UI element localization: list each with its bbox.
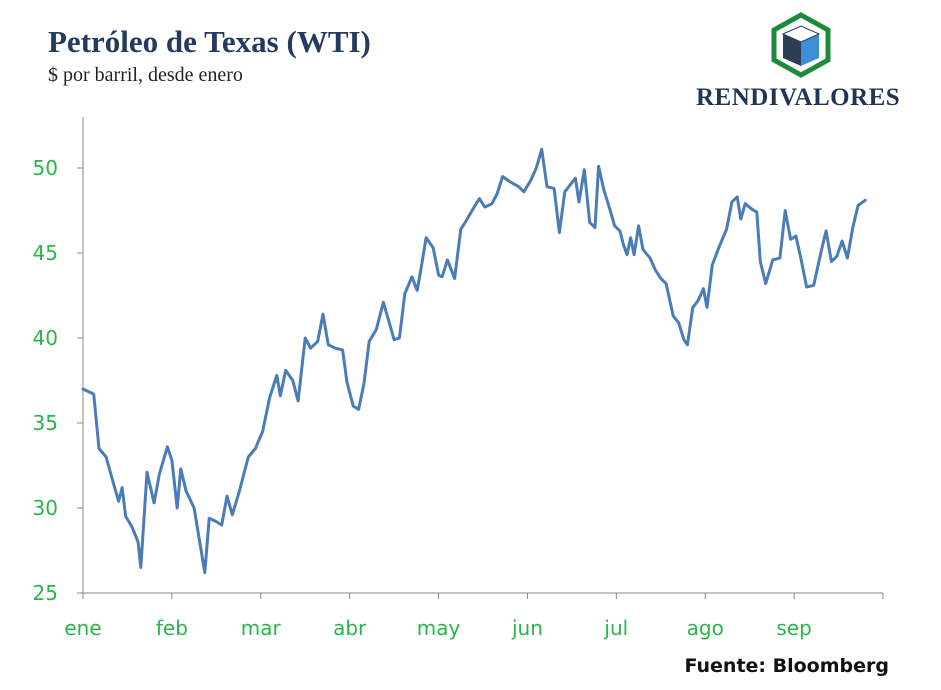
- x-tick-label: abr: [333, 616, 367, 640]
- x-tick-label: jul: [603, 616, 628, 640]
- series-line-wti: [81, 147, 867, 575]
- y-tick-label: 40: [33, 326, 58, 350]
- chart-subtitle: $ por barril, desde enero: [48, 64, 243, 86]
- x-tick-label: jun: [511, 616, 543, 640]
- source-note: Fuente: Bloomberg: [684, 655, 889, 677]
- y-tick-label: 45: [33, 241, 58, 265]
- x-tick-label: feb: [156, 616, 188, 640]
- y-tick-label: 35: [33, 411, 58, 435]
- x-tick-label: mar: [241, 616, 282, 640]
- x-tick-label: ene: [64, 616, 101, 640]
- x-tick-label: ago: [687, 616, 724, 640]
- x-tick-label: may: [417, 616, 461, 640]
- y-tick-label: 30: [33, 496, 58, 520]
- y-tick-label: 25: [33, 581, 58, 605]
- chart-title: Petróleo de Texas (WTI): [48, 24, 371, 59]
- x-tick-label: sep: [776, 616, 811, 640]
- brand-name: RENDIVALORES: [696, 84, 901, 111]
- rendivalores-logo-icon: [771, 12, 831, 78]
- y-tick-label: 50: [33, 156, 58, 180]
